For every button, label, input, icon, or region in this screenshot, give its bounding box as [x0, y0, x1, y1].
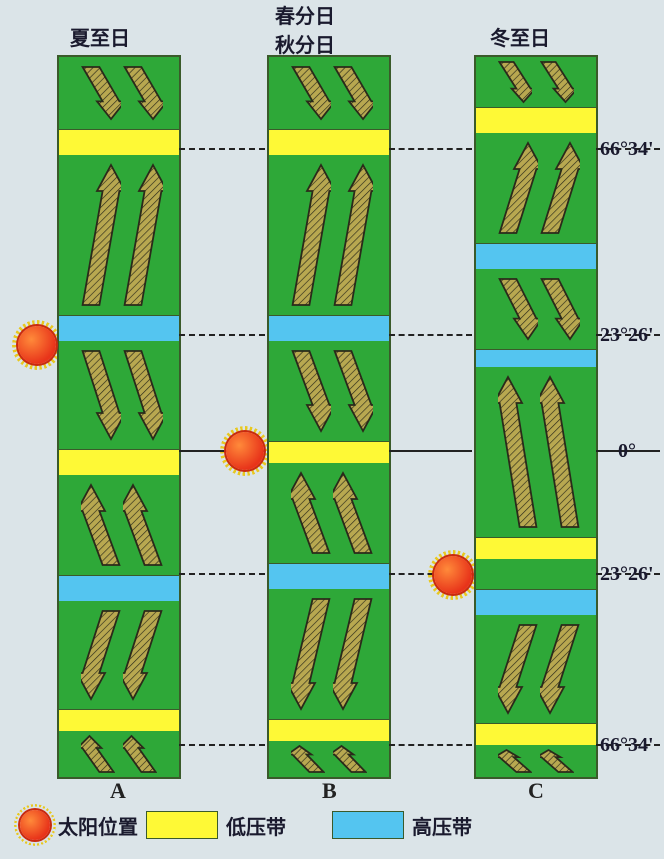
sun-icon — [18, 326, 56, 364]
lat-line — [179, 334, 265, 336]
green-band — [59, 731, 179, 777]
wind-arrow — [291, 597, 331, 711]
yellow-band — [269, 719, 389, 743]
wind-arrow — [81, 163, 121, 307]
legend-blue-box — [332, 811, 404, 839]
blue-band — [269, 315, 389, 343]
lat-line — [389, 450, 472, 452]
wind-arrow — [333, 597, 373, 711]
sun-icon — [226, 432, 264, 470]
lat-tropic-n: 23°26' — [600, 324, 654, 347]
wind-arrow — [291, 65, 331, 121]
wind-arrow — [333, 471, 373, 555]
legend-sun-label: 太阳位置 — [58, 811, 138, 840]
yellow-band — [59, 449, 179, 477]
wind-arrow — [540, 277, 580, 341]
sun-icon — [20, 810, 50, 840]
green-band — [476, 57, 596, 107]
col-label-A: A — [110, 778, 126, 804]
legend-high-label: 高压带 — [412, 811, 472, 840]
lat-line — [389, 744, 472, 746]
wind-arrow — [291, 471, 331, 555]
lat-antarctic: 66°34' — [600, 734, 654, 757]
wind-arrow — [123, 483, 163, 567]
wind-arrow — [498, 277, 538, 341]
wind-arrow — [291, 163, 331, 307]
blue-band — [476, 349, 596, 369]
green-band — [476, 745, 596, 777]
wind-arrow — [81, 483, 121, 567]
yellow-band — [476, 537, 596, 561]
wind-arrow — [540, 748, 574, 774]
lat-tropic-s: 23°26' — [600, 563, 654, 586]
wind-arrow — [291, 349, 331, 433]
col-label-B: B — [322, 778, 337, 804]
wind-arrow — [123, 65, 163, 121]
wind-arrow — [540, 623, 580, 715]
green-band — [476, 559, 596, 589]
wind-arrow — [123, 163, 163, 307]
lat-equator: 0° — [618, 440, 636, 463]
lat-arctic: 66°34' — [600, 138, 654, 161]
green-band — [269, 741, 389, 777]
column-C — [474, 55, 598, 779]
wind-arrow — [333, 744, 367, 774]
wind-arrow — [540, 60, 574, 104]
wind-arrow — [291, 744, 325, 774]
blue-band — [269, 563, 389, 591]
wind-arrow — [333, 65, 373, 121]
yellow-band — [476, 107, 596, 135]
wind-arrow — [81, 734, 115, 774]
wind-arrow — [540, 375, 580, 529]
yellow-band — [59, 709, 179, 733]
legend-yellow-box — [146, 811, 218, 839]
wind-arrow — [81, 349, 121, 441]
title-B: 春分日 秋分日 — [275, 0, 335, 58]
blue-band — [476, 243, 596, 271]
wind-arrow — [498, 60, 532, 104]
wind-arrow — [81, 65, 121, 121]
title-A: 夏至日 — [70, 22, 130, 51]
yellow-band — [476, 723, 596, 747]
wind-arrow — [498, 748, 532, 774]
wind-arrow — [333, 163, 373, 307]
wind-arrow — [498, 141, 538, 235]
wind-arrow — [498, 375, 538, 529]
lat-line — [389, 148, 472, 150]
wind-arrow — [540, 141, 580, 235]
lat-line — [389, 334, 472, 336]
wind-arrow — [123, 609, 163, 701]
sun-icon — [434, 556, 472, 594]
lat-line — [179, 744, 265, 746]
title-C: 冬至日 — [490, 22, 550, 51]
legend-low-label: 低压带 — [226, 811, 286, 840]
wind-arrow — [81, 609, 121, 701]
col-label-C: C — [528, 778, 544, 804]
lat-line — [179, 148, 265, 150]
column-A — [57, 55, 181, 779]
yellow-band — [269, 441, 389, 465]
legend: 太阳位置 低压带 高压带 — [20, 805, 654, 845]
wind-arrow — [123, 349, 163, 441]
blue-band — [476, 589, 596, 617]
column-B — [267, 55, 391, 779]
lat-line — [179, 573, 265, 575]
yellow-band — [269, 129, 389, 157]
wind-arrow — [498, 623, 538, 715]
wind-arrow — [123, 734, 157, 774]
yellow-band — [59, 129, 179, 157]
wind-arrow — [333, 349, 373, 433]
blue-band — [59, 575, 179, 603]
blue-band — [59, 315, 179, 343]
